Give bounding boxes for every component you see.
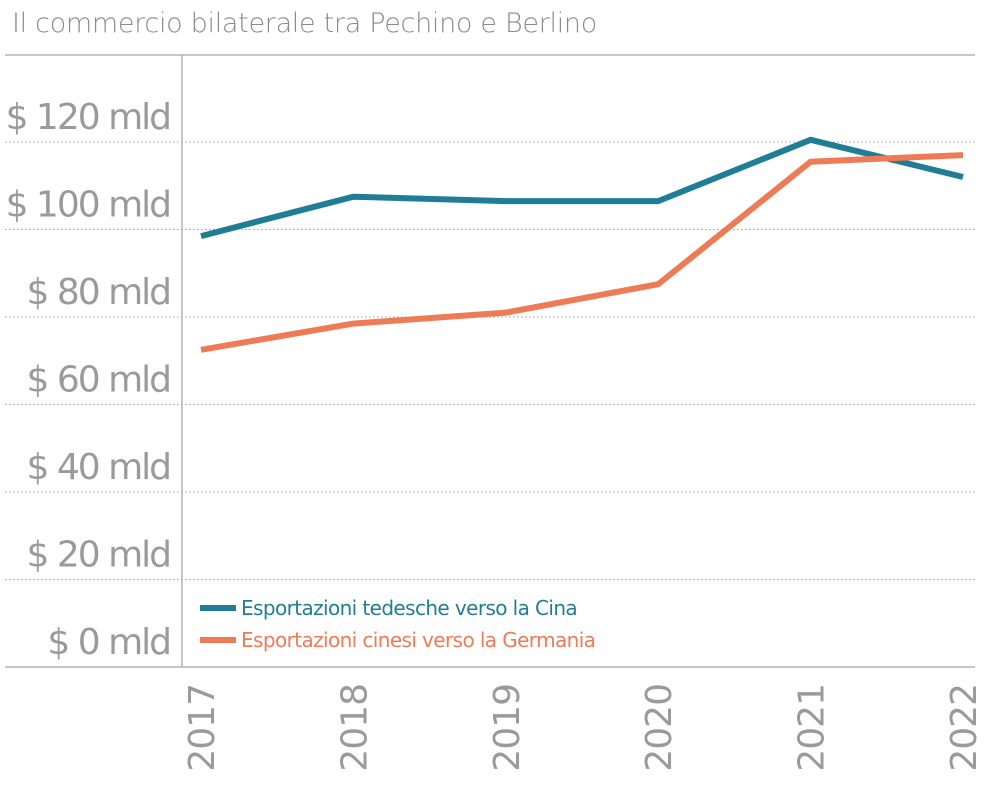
y-tick-label: $ 80 mld — [26, 272, 170, 313]
y-tick-label: $ 20 mld — [26, 535, 170, 576]
y-tick-label: $ 120 mld — [6, 97, 170, 138]
y-tick-label: $ 0 mld — [47, 622, 170, 663]
chart-title: Il commercio bilaterale tra Pechino e Be… — [12, 8, 597, 39]
y-tick-label: $ 40 mld — [26, 447, 170, 488]
x-tick-label: 2022 — [944, 684, 985, 772]
x-tick-label: 2017 — [182, 684, 223, 772]
y-tick-label: $ 60 mld — [26, 360, 170, 401]
x-tick-label: 2018 — [334, 684, 375, 772]
series-line-2 — [200, 152, 964, 353]
legend-label-1: Esportazioni tedesche verso la Cina — [241, 596, 577, 620]
legend-label-2: Esportazioni cinesi verso la Germania — [241, 628, 595, 652]
x-tick-label: 2020 — [639, 684, 680, 772]
series-line-1 — [200, 136, 964, 240]
x-tick-label: 2021 — [792, 684, 833, 772]
y-tick-label: $ 100 mld — [6, 185, 170, 226]
x-tick-label: 2019 — [487, 684, 528, 772]
